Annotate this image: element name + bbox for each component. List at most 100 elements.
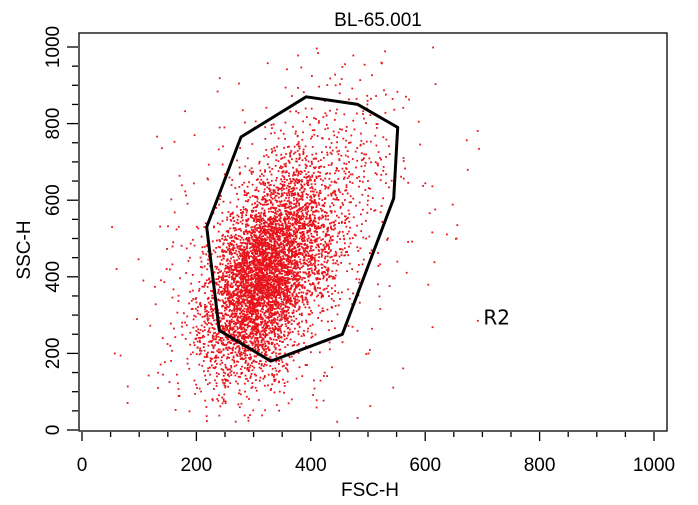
data-point [277,264,280,267]
data-point [278,245,281,247]
data-point [333,228,335,231]
data-point [256,200,259,203]
data-point [290,187,293,190]
data-point [282,307,285,310]
data-point [196,309,199,312]
data-point [206,268,209,271]
data-point [280,336,283,338]
data-point [270,322,272,324]
data-point [278,348,281,351]
data-point [228,292,230,295]
data-point [232,239,235,242]
data-point [227,281,230,284]
data-point [328,246,330,249]
data-point [277,259,280,262]
data-point [263,191,266,193]
data-point [246,209,248,212]
data-point [242,211,244,214]
data-point [295,205,298,208]
data-point [306,179,309,182]
data-point [229,323,231,326]
data-point [300,184,303,187]
data-point [323,375,325,377]
data-point [212,289,214,292]
data-point [288,302,291,305]
data-point [219,328,222,331]
data-point [246,318,249,321]
data-point [232,328,235,330]
data-point [273,343,276,346]
data-point [306,245,309,248]
data-point [358,281,361,284]
data-point [204,282,206,285]
data-point [351,268,353,271]
data-point [285,337,288,340]
data-point [246,290,249,292]
data-point [244,292,247,294]
data-point [292,233,295,236]
data-point [271,151,273,154]
data-point [253,320,256,323]
data-point [331,287,333,290]
data-point [291,223,293,226]
data-point [300,183,302,186]
data-point [330,249,332,252]
data-point [294,179,296,182]
data-point [228,251,231,254]
data-point [193,379,196,382]
data-point [239,353,242,356]
data-point [328,239,331,242]
data-point [250,215,252,218]
data-point [235,313,237,316]
data-point [257,290,259,293]
data-point [263,281,265,283]
data-point [246,261,249,263]
data-point [311,129,314,132]
data-point [269,296,272,299]
data-point [268,188,270,190]
data-point [297,216,300,219]
data-point [219,405,222,408]
data-point [361,193,364,196]
data-point [264,352,266,355]
data-point [308,268,311,270]
data-point [234,275,237,278]
data-point [235,380,237,383]
data-point [313,259,316,262]
data-point [252,209,255,212]
data-point [147,374,150,377]
data-point [218,339,221,341]
data-point [340,262,342,264]
data-point [269,282,271,285]
data-point [250,214,252,217]
data-point [254,330,257,333]
data-point [206,420,208,422]
data-point [245,333,248,335]
data-point [198,339,201,342]
data-point [260,321,263,324]
data-point [249,308,252,310]
data-point [223,343,225,346]
data-point [274,304,277,306]
data-point [311,186,313,188]
data-point [313,273,316,276]
data-point [233,308,235,311]
data-point [184,338,187,340]
data-point [268,210,270,213]
data-point [259,310,262,312]
data-point [298,278,301,280]
data-point [252,296,255,298]
data-point [289,261,291,264]
data-point [209,281,212,284]
data-point [181,333,184,336]
data-point [272,247,275,250]
data-point [262,274,264,276]
data-point [345,225,348,228]
data-point [260,318,263,320]
data-point [382,136,385,139]
data-point [172,241,175,244]
data-point [212,351,215,354]
data-point [259,332,261,335]
data-point [209,300,212,303]
data-point [222,272,224,275]
